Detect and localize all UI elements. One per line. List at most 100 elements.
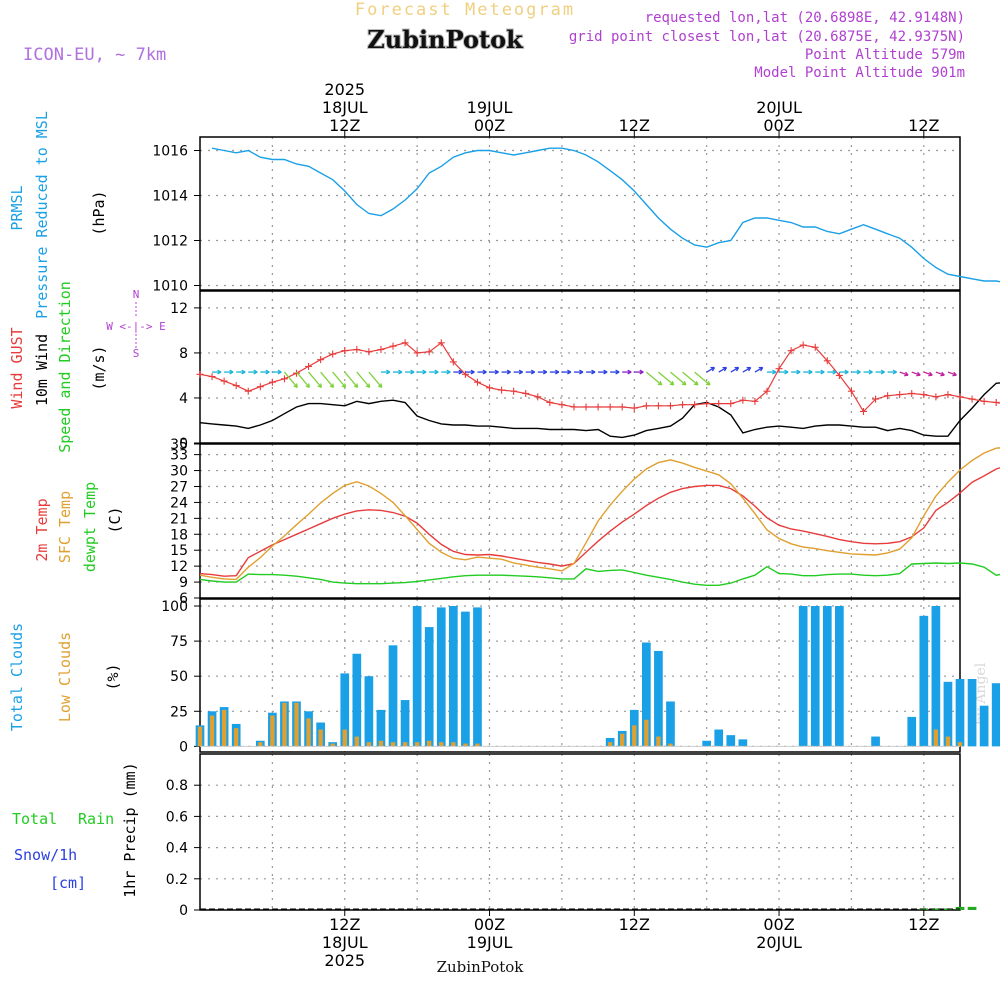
gust-point	[510, 387, 518, 395]
pressure-line	[211, 147, 1000, 283]
low-cloud-bar	[632, 725, 637, 747]
wind-arrow-head	[341, 383, 347, 388]
total-cloud-bar	[352, 653, 362, 747]
wind-arrow-head	[705, 380, 711, 386]
y-tick-label: 1010	[152, 279, 188, 295]
compass-ew: W <-|-> E	[106, 320, 166, 333]
wind-arrow	[742, 367, 751, 373]
wind-arrow-head	[506, 369, 511, 375]
gust-point	[377, 346, 385, 354]
meteogram-title: Forecast Meteogram	[355, 0, 575, 20]
wind-arrow-head	[458, 369, 463, 375]
bottom-time-label: 12Z	[619, 915, 650, 934]
y-tick-label: 4	[179, 391, 188, 407]
gust-point	[534, 393, 542, 401]
top-time-label: 12Z	[329, 116, 360, 135]
wind-arrow-head	[265, 369, 270, 375]
low-cloud-bar	[270, 715, 275, 747]
panel-clouds: 0 25 50 75 100	[161, 598, 1000, 755]
wind-arrow-head	[746, 366, 752, 372]
wind-arrow-head	[627, 369, 632, 375]
panel-precip: 0 0.2 0.4 0.6 0.8	[166, 753, 977, 919]
wind-arrow-head	[639, 369, 644, 375]
wind-arrow-head	[952, 371, 957, 377]
wind-arrow	[344, 371, 359, 388]
wind-arrow-head	[591, 369, 596, 375]
gust-point	[920, 391, 928, 399]
wind-arrow	[911, 371, 921, 376]
rain-bar	[955, 906, 965, 910]
gust-point	[727, 400, 735, 408]
gust-point	[389, 342, 397, 350]
y-tick-label: 27	[170, 479, 188, 495]
total-cloud-bar	[738, 739, 748, 747]
wind-arrow-head	[241, 369, 246, 375]
wind-arrow	[899, 371, 909, 376]
wind-arrow	[670, 371, 687, 386]
y-tick-label: 0	[179, 903, 188, 919]
gust-point	[630, 404, 638, 412]
total-cloud-bar	[798, 606, 808, 747]
panel-pressure: 1010 1012 1014 1016	[152, 136, 1000, 295]
gust-point	[280, 375, 288, 383]
wind-arrow-head	[693, 380, 699, 386]
wind-arrow-head	[494, 369, 499, 375]
wind-arrow-head	[796, 369, 801, 375]
wind-arrow	[296, 371, 310, 388]
low-cloud-bar	[933, 729, 939, 747]
temp-sfc-line	[199, 447, 1000, 581]
y-tick-label: 1012	[152, 234, 188, 250]
wind-arrow-head	[398, 369, 403, 375]
temp-2m-label: 2m Temp	[33, 498, 51, 561]
gust-point	[884, 392, 892, 400]
wind-arrow-head	[317, 383, 323, 388]
wind-arrow-head	[722, 366, 728, 372]
total-cloud-bar	[448, 606, 458, 747]
temp-sfc-label: SFC Temp	[56, 491, 74, 563]
low-cloud-bar	[656, 736, 661, 747]
wind-arrow	[706, 367, 715, 373]
gust-point	[980, 397, 988, 405]
wind-arrow-head	[555, 369, 560, 375]
total-cloud-bar	[991, 683, 1000, 747]
y-tick-label: 0	[179, 436, 188, 452]
y-tick-label: 100	[161, 599, 188, 615]
gust-point	[896, 391, 904, 399]
wind-arrow-head	[305, 383, 311, 388]
gust-point	[437, 339, 445, 347]
wind-arrow	[947, 371, 957, 376]
total-cloud-bar	[654, 650, 663, 747]
panel-wind: 0 4 8 12	[170, 290, 1000, 452]
model-label: ICON-EU, ~ 7km	[23, 45, 166, 65]
gust-point	[353, 346, 361, 354]
top-time-label: 00Z	[474, 116, 505, 135]
gust-point	[859, 407, 867, 415]
wind-arrow-head	[353, 383, 359, 388]
precip-cm-label: [cm]	[50, 874, 86, 892]
wind-arrow-head	[734, 366, 740, 372]
total-cloud-bar	[436, 607, 446, 747]
wind-arrow-head	[422, 369, 427, 375]
wind-arrow-head	[377, 383, 383, 388]
gust-point	[582, 403, 590, 411]
total-cloud-bar	[835, 606, 844, 747]
wind-arrow	[332, 371, 347, 388]
wind-arrow-head	[434, 369, 439, 375]
gust-point	[558, 401, 566, 409]
panel-frame	[199, 443, 961, 599]
wind-arrow	[356, 371, 371, 388]
wind-arrow-head	[482, 369, 487, 375]
gust-point	[956, 393, 964, 401]
wind-arrow-head	[567, 369, 572, 375]
gust-point	[763, 387, 771, 395]
location-title: ZubinPotok	[367, 25, 524, 54]
total-cloud-bar	[810, 606, 820, 747]
wind-arrow	[320, 371, 334, 388]
y-tick-label: 35	[170, 437, 188, 453]
bottom-time-label: 20JUL	[756, 933, 802, 952]
wind-arrow-head	[293, 383, 298, 388]
gust-point	[847, 387, 855, 395]
gust-point	[618, 403, 626, 411]
